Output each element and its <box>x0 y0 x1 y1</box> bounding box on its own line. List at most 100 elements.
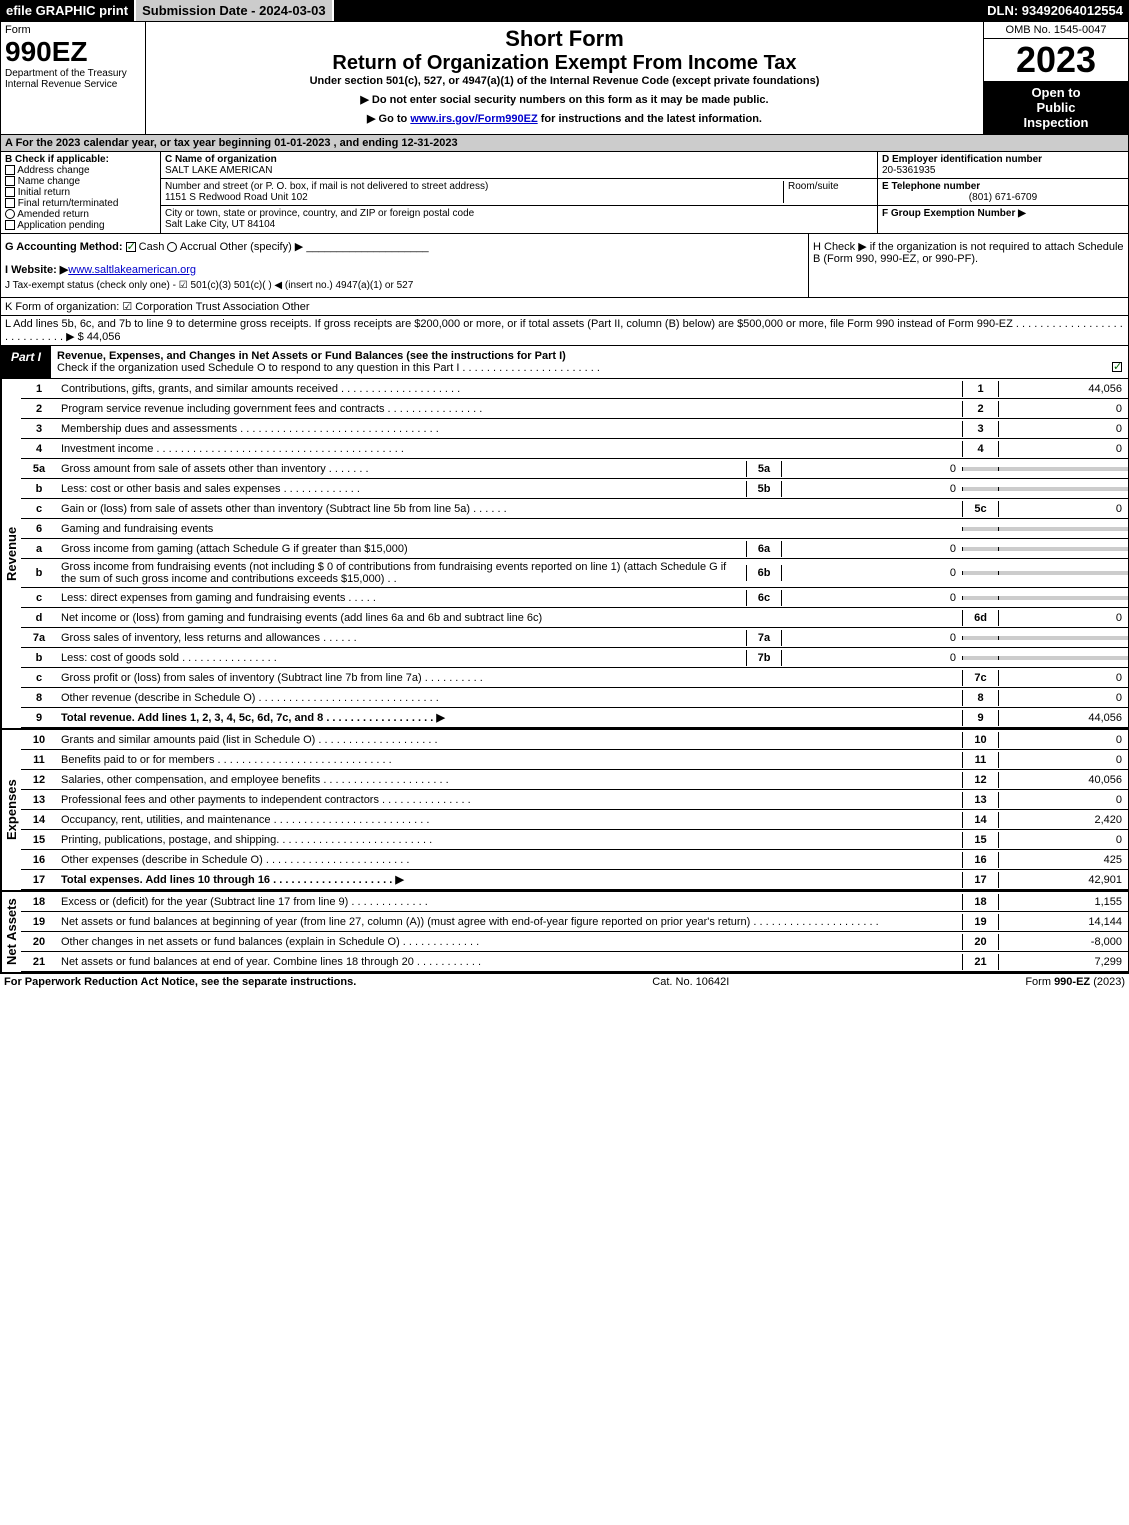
right-val: 40,056 <box>998 772 1128 788</box>
g-other: Other (specify) ▶ <box>220 241 304 253</box>
col-def: D Employer identification number 20-5361… <box>878 152 1128 233</box>
right-val-shaded <box>998 547 1128 551</box>
line-num: b <box>21 481 57 497</box>
right-val: -8,000 <box>998 934 1128 950</box>
form-number: 990EZ <box>5 36 141 68</box>
g-cash-check[interactable] <box>126 242 136 252</box>
b-opt-initial[interactable]: Initial return <box>5 187 156 198</box>
line-num: c <box>21 501 57 517</box>
section-a: A For the 2023 calendar year, or tax yea… <box>0 135 1129 152</box>
footer-cat: Cat. No. 10642I <box>652 976 729 988</box>
line-desc: Contributions, gifts, grants, and simila… <box>57 381 962 397</box>
line-b: bLess: cost of goods sold . . . . . . . … <box>21 648 1128 668</box>
right-val: 7,299 <box>998 954 1128 970</box>
c-city-label: City or town, state or province, country… <box>165 208 873 219</box>
line-desc: Net assets or fund balances at end of ye… <box>57 954 962 970</box>
right-val-shaded <box>998 467 1128 471</box>
c-addr-label: Number and street (or P. O. box, if mail… <box>165 181 783 192</box>
right-val: 0 <box>998 690 1128 706</box>
line-num: c <box>21 670 57 686</box>
line-3: 3Membership dues and assessments . . . .… <box>21 419 1128 439</box>
g-line: G Accounting Method: Cash Accrual Other … <box>5 240 804 253</box>
website-link[interactable]: www.saltlakeamerican.org <box>68 264 196 276</box>
section-bcdef: B Check if applicable: Address change Na… <box>0 152 1129 234</box>
col-b: B Check if applicable: Address change Na… <box>1 152 161 233</box>
submission-date: Submission Date - 2024-03-03 <box>136 0 334 21</box>
line-num: 18 <box>21 894 57 910</box>
b-opt-amended[interactable]: Amended return <box>5 209 156 220</box>
line-5a: 5aGross amount from sale of assets other… <box>21 459 1128 479</box>
right-num: 17 <box>962 872 998 888</box>
right-num-shaded <box>962 527 998 531</box>
netassets-label: Net Assets <box>1 892 21 972</box>
line-d: dNet income or (loss) from gaming and fu… <box>21 608 1128 628</box>
right-num: 20 <box>962 934 998 950</box>
line-num: 8 <box>21 690 57 706</box>
right-num-shaded <box>962 571 998 575</box>
g-accrual-radio[interactable] <box>167 242 177 252</box>
part1-title: Revenue, Expenses, and Changes in Net As… <box>51 346 1128 378</box>
right-num: 3 <box>962 421 998 437</box>
line-desc: Gross profit or (loss) from sales of inv… <box>57 670 962 686</box>
g-cash: Cash <box>139 241 165 253</box>
b-opt-name[interactable]: Name change <box>5 176 156 187</box>
right-val: 0 <box>998 832 1128 848</box>
irs-link[interactable]: www.irs.gov/Form990EZ <box>410 113 537 125</box>
line-11: 11Benefits paid to or for members . . . … <box>21 750 1128 770</box>
right-num: 19 <box>962 914 998 930</box>
inner-val: 0 <box>782 461 962 477</box>
right-val: 0 <box>998 421 1128 437</box>
line-num: b <box>21 650 57 666</box>
inner-num: 7b <box>746 650 782 666</box>
i-line: I Website: ▶www.saltlakeamerican.org <box>5 263 804 276</box>
open-public-box: Open to Public Inspection <box>984 81 1128 134</box>
efile-print[interactable]: efile GRAPHIC print <box>0 0 136 21</box>
title-return: Return of Organization Exempt From Incom… <box>150 52 979 75</box>
phone: (801) 671-6709 <box>882 192 1124 203</box>
right-num: 9 <box>962 710 998 726</box>
line-desc: Printing, publications, postage, and shi… <box>57 832 962 848</box>
inner-num: 5a <box>746 461 782 477</box>
right-val: 0 <box>998 792 1128 808</box>
line-4: 4Investment income . . . . . . . . . . .… <box>21 439 1128 459</box>
goto-pre: ▶ Go to <box>367 113 410 125</box>
l-line: L Add lines 5b, 6c, and 7b to line 9 to … <box>0 316 1129 346</box>
inner-val: 0 <box>782 541 962 557</box>
right-num: 16 <box>962 852 998 868</box>
line-18: 18Excess or (deficit) for the year (Subt… <box>21 892 1128 912</box>
right-val-shaded <box>998 656 1128 660</box>
line-num: 12 <box>21 772 57 788</box>
line-desc: Gross amount from sale of assets other t… <box>57 461 746 477</box>
netassets-block: Net Assets 18Excess or (deficit) for the… <box>0 890 1129 973</box>
line-desc: Gross income from gaming (attach Schedul… <box>57 541 746 557</box>
dept-treasury: Department of the Treasury <box>5 68 141 79</box>
right-val-shaded <box>998 527 1128 531</box>
g-accrual: Accrual <box>180 241 217 253</box>
line-num: 14 <box>21 812 57 828</box>
right-val: 1,155 <box>998 894 1128 910</box>
inner-val: 0 <box>782 565 962 581</box>
inner-val: 0 <box>782 650 962 666</box>
line-num: 10 <box>21 732 57 748</box>
part1-check[interactable] <box>1112 362 1122 372</box>
form-header: Form 990EZ Department of the Treasury In… <box>0 21 1129 135</box>
line-15: 15Printing, publications, postage, and s… <box>21 830 1128 850</box>
inner-val: 0 <box>782 481 962 497</box>
inner-num: 6b <box>746 565 782 581</box>
omb-number: OMB No. 1545-0047 <box>984 22 1128 39</box>
right-val: 0 <box>998 752 1128 768</box>
line-12: 12Salaries, other compensation, and empl… <box>21 770 1128 790</box>
right-num: 13 <box>962 792 998 808</box>
line-c: cLess: direct expenses from gaming and f… <box>21 588 1128 608</box>
line-7a: 7aGross sales of inventory, less returns… <box>21 628 1128 648</box>
line-desc: Gross sales of inventory, less returns a… <box>57 630 746 646</box>
part1-header: Part I Revenue, Expenses, and Changes in… <box>0 346 1129 379</box>
line-num: 1 <box>21 381 57 397</box>
line-desc: Salaries, other compensation, and employ… <box>57 772 962 788</box>
b-opt-address[interactable]: Address change <box>5 165 156 176</box>
right-val-shaded <box>998 571 1128 575</box>
e-label: E Telephone number <box>882 181 1124 192</box>
b-opt-final[interactable]: Final return/terminated <box>5 198 156 209</box>
col-c: C Name of organization SALT LAKE AMERICA… <box>161 152 878 233</box>
b-opt-pending[interactable]: Application pending <box>5 220 156 231</box>
